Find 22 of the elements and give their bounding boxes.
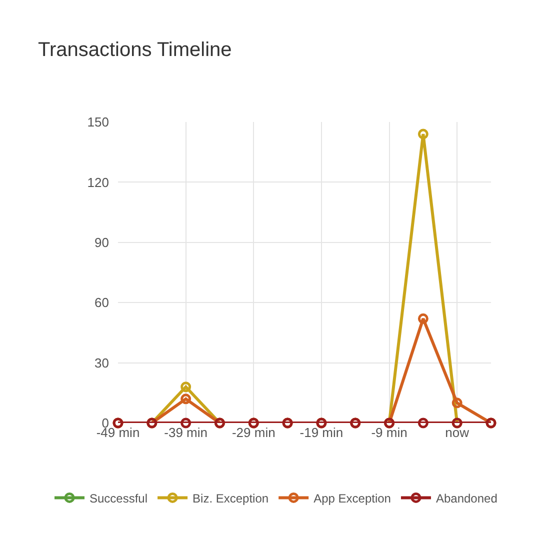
- y-tick-label: 30: [94, 355, 109, 370]
- point: [418, 418, 428, 428]
- chart-title: Transactions Timeline: [38, 39, 232, 61]
- legend-label: Abandoned: [436, 491, 498, 506]
- legend-label: App Exception: [314, 491, 391, 506]
- point: [418, 128, 428, 140]
- x-tick-label: -9 min: [371, 425, 408, 440]
- point: [180, 394, 192, 404]
- legend-label: Biz. Exception: [192, 491, 269, 506]
- x-tick-label: -39 min: [164, 425, 208, 440]
- y-tick-label: 60: [94, 295, 109, 310]
- point: [418, 313, 428, 324]
- point: [452, 398, 462, 408]
- y-tick-label: 150: [87, 114, 109, 130]
- point: [180, 418, 192, 428]
- x-tick-label: -19 min: [300, 425, 344, 440]
- point: [180, 382, 192, 392]
- legend-label: Successful: [90, 491, 148, 506]
- x-tick-label: -29 min: [232, 425, 276, 440]
- x-tick-label: now: [445, 425, 470, 440]
- y-tick-label: 90: [94, 234, 109, 250]
- y-tick-label: 120: [87, 174, 109, 190]
